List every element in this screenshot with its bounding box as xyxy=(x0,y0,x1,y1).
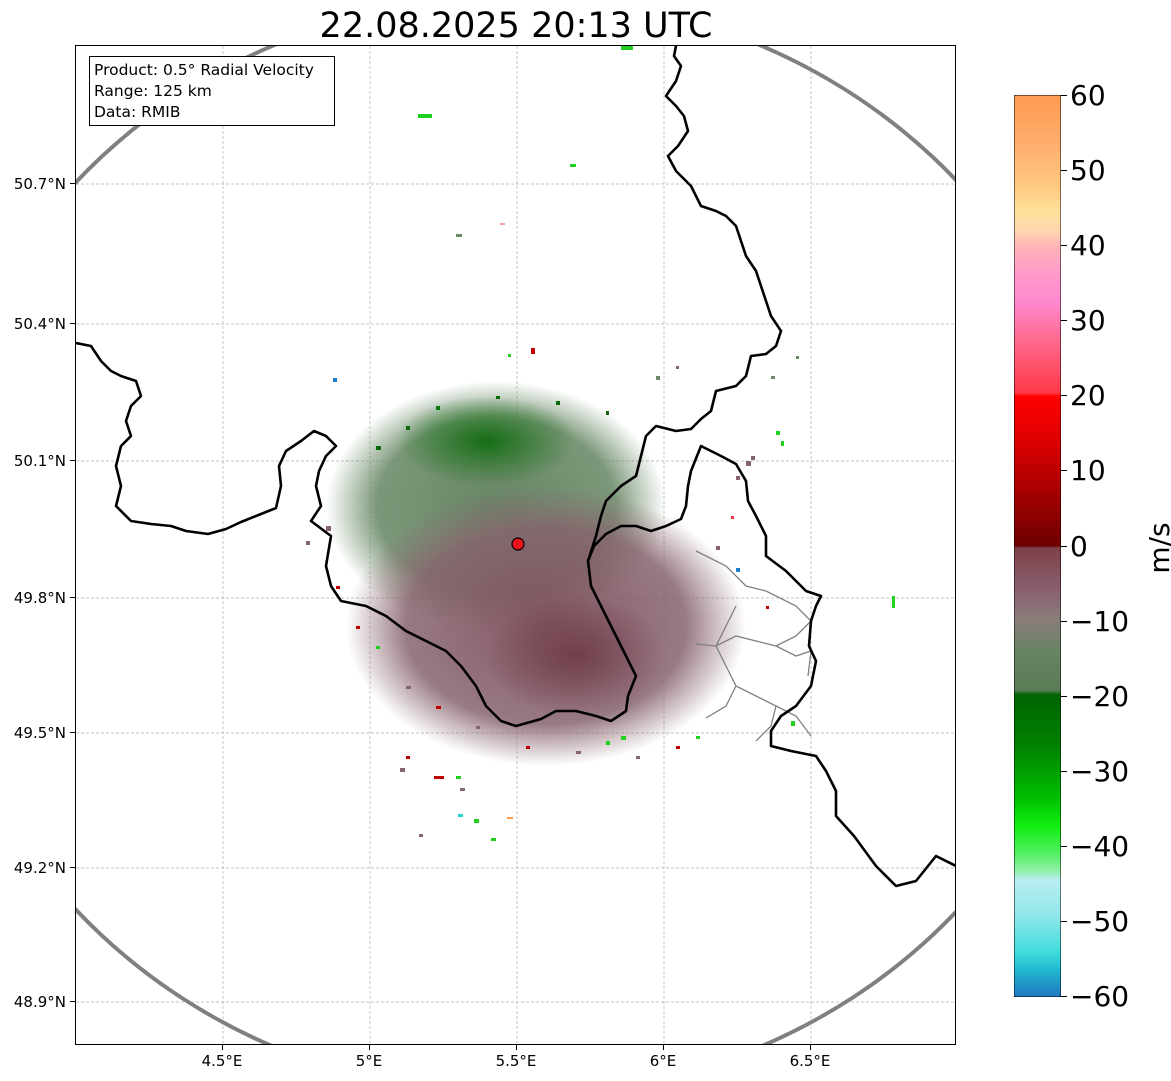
colorbar-tick xyxy=(1061,470,1067,471)
lon-label: 5°E xyxy=(355,1052,383,1070)
colorbar-label: −60 xyxy=(1070,980,1130,1013)
velocity-colorbar xyxy=(1014,95,1061,997)
lon-tick xyxy=(810,1045,811,1050)
lat-tick xyxy=(70,597,75,598)
lat-tick xyxy=(70,323,75,324)
lat-label: 50.4°N xyxy=(13,315,66,333)
radar-site-marker[interactable] xyxy=(511,537,525,551)
colorbar-tick xyxy=(1061,170,1067,171)
lon-label: 5.5°E xyxy=(495,1052,537,1070)
colorbar-tick xyxy=(1061,846,1067,847)
echo-speckles xyxy=(306,46,895,841)
province-borders xyxy=(695,550,812,742)
lat-label: 49.8°N xyxy=(13,589,66,607)
product-info-box: Product: 0.5° Radial Velocity Range: 125… xyxy=(89,56,335,126)
colorbar-label: 20 xyxy=(1070,379,1106,412)
lon-label: 6.5°E xyxy=(789,1052,831,1070)
lat-tick xyxy=(70,460,75,461)
lat-label: 50.1°N xyxy=(13,452,66,470)
colorbar-label: −50 xyxy=(1070,905,1130,938)
colorbar-label: −10 xyxy=(1070,605,1130,638)
colorbar-tick xyxy=(1061,546,1067,547)
colorbar-tick xyxy=(1061,621,1067,622)
colorbar-label: 60 xyxy=(1070,79,1106,112)
lon-tick xyxy=(663,1045,664,1050)
lat-label: 48.9°N xyxy=(13,993,66,1011)
radar-map[interactable] xyxy=(75,45,956,1045)
colorbar-label: 50 xyxy=(1070,154,1106,187)
lat-label: 50.7°N xyxy=(13,175,66,193)
country-borders xyxy=(76,46,955,888)
lon-tick xyxy=(369,1045,370,1050)
colorbar-tick xyxy=(1061,996,1067,997)
lat-tick xyxy=(70,1001,75,1002)
colorbar-tick xyxy=(1061,395,1067,396)
lon-label: 4.5°E xyxy=(201,1052,243,1070)
colorbar-unit-label: m/s xyxy=(1143,522,1171,574)
lat-label: 49.5°N xyxy=(13,724,66,742)
radar-map-canvas xyxy=(76,46,955,1044)
product-label: Product: 0.5° Radial Velocity xyxy=(94,61,314,79)
colorbar-label: 0 xyxy=(1070,530,1088,563)
colorbar-label: −40 xyxy=(1070,830,1130,863)
colorbar-tick xyxy=(1061,320,1067,321)
lon-tick xyxy=(516,1045,517,1050)
colorbar-label: 10 xyxy=(1070,454,1106,487)
lon-tick xyxy=(222,1045,223,1050)
lat-tick xyxy=(70,183,75,184)
radar-echoes xyxy=(306,46,895,841)
colorbar-label: 30 xyxy=(1070,304,1106,337)
colorbar-label: −20 xyxy=(1070,680,1130,713)
colorbar-tick xyxy=(1061,696,1067,697)
colorbar-tick xyxy=(1061,921,1067,922)
lat-label: 49.2°N xyxy=(13,859,66,877)
colorbar-tick xyxy=(1061,95,1067,96)
range-label: Range: 125 km xyxy=(94,82,212,100)
lat-tick xyxy=(70,867,75,868)
colorbar-tick xyxy=(1061,771,1067,772)
colorbar-label: 40 xyxy=(1070,229,1106,262)
colorbar-tick xyxy=(1061,245,1067,246)
map-title: 22.08.2025 20:13 UTC xyxy=(319,6,713,46)
data-source-label: Data: RMIB xyxy=(94,103,181,121)
colorbar-label: −30 xyxy=(1070,755,1130,788)
lon-label: 6°E xyxy=(649,1052,677,1070)
lat-tick xyxy=(70,732,75,733)
